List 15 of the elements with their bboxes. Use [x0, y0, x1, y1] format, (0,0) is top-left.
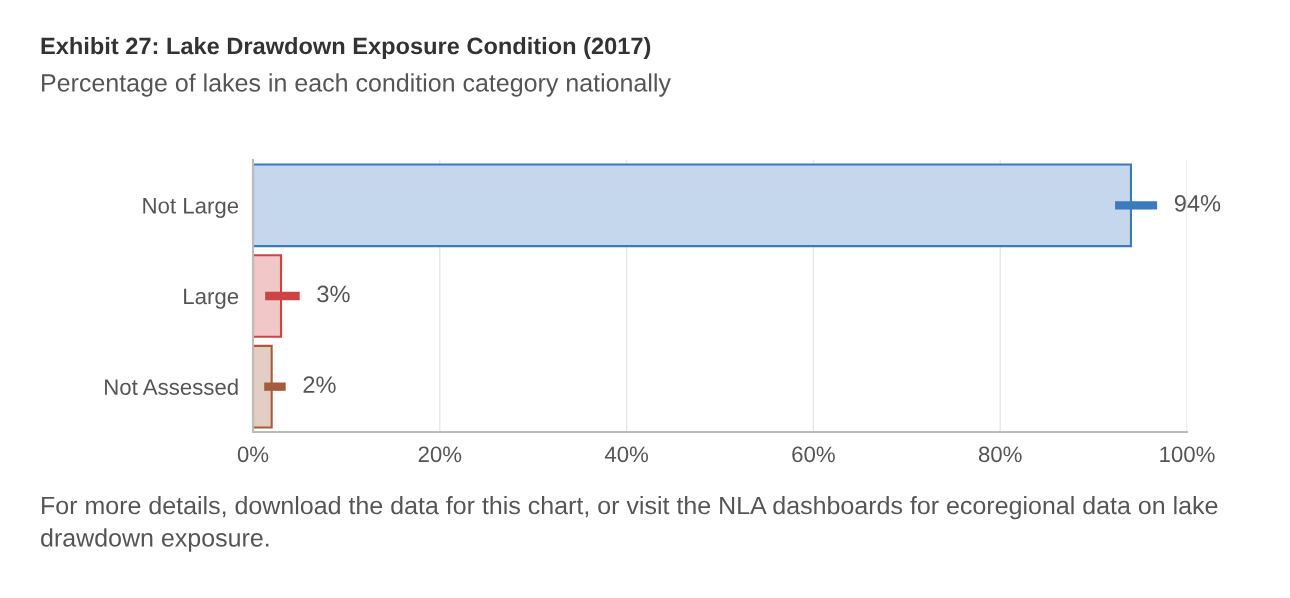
x-tick-label: 60% [792, 446, 835, 463]
x-tick-label: 40% [604, 446, 649, 463]
x-tick-label: 20% [418, 446, 462, 463]
chart-title: Exhibit 27: Lake Drawdown Exposure Condition (2017) [41, 37, 651, 59]
y-tick-label: Large [184, 288, 239, 309]
x-tick-label: 100% [1160, 446, 1215, 463]
y-tick-label: Not Assessed [105, 378, 238, 395]
x-tick-label: 0% [237, 446, 269, 463]
text: For more details, download the data for this chart, or visit the NLA dashboards for ecoregional data on lake drawdown exposure. [41, 496, 1218, 552]
data-label: 2% [303, 376, 336, 393]
y-tick-label: Not Large [143, 198, 239, 218]
x-tick-label: 80% [978, 446, 1022, 463]
chart-subtitle: Percentage of lakes in each condition category nationally [42, 73, 671, 97]
data-label: 94% [1174, 194, 1221, 212]
data-label: 3% [317, 285, 350, 303]
